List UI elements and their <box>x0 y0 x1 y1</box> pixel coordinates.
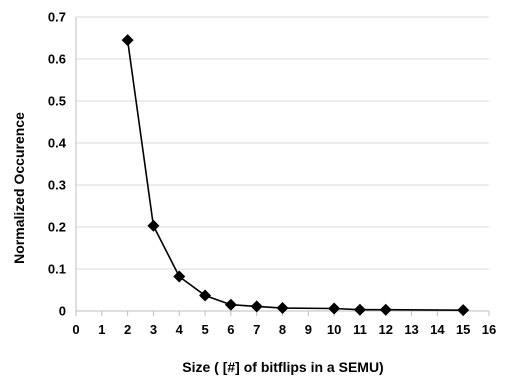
x-tick-label: 11 <box>353 322 367 337</box>
series-line <box>126 39 464 311</box>
x-tick-label: 3 <box>150 322 157 337</box>
x-tick-label: 4 <box>176 322 184 337</box>
x-tick-label: 2 <box>124 322 131 337</box>
x-tick-label: 13 <box>404 322 418 337</box>
data-point-marker <box>224 298 237 311</box>
y-axis-title: Normalized Occurence <box>11 112 27 264</box>
y-tick-label: 0.6 <box>48 52 66 67</box>
data-point-marker <box>353 303 366 316</box>
data-point-marker <box>457 304 470 317</box>
x-tick-label: 9 <box>305 322 312 337</box>
x-tick-label: 12 <box>379 322 393 337</box>
y-tick-label: 0 <box>59 304 66 319</box>
y-tick-label: 0.7 <box>48 10 66 25</box>
data-series <box>121 34 470 317</box>
axes <box>75 17 490 316</box>
data-point-marker <box>379 303 392 316</box>
data-point-marker <box>147 219 160 232</box>
y-tick-label: 0.2 <box>48 220 66 235</box>
y-tick-label: 0.5 <box>48 94 66 109</box>
y-tick-labels: 0 0.1 0.2 0.3 0.4 0.5 0.6 0.7 <box>48 10 67 319</box>
x-tick-label: 6 <box>227 322 234 337</box>
data-point-marker <box>199 289 212 302</box>
x-tick-label: 7 <box>253 322 260 337</box>
x-tick-label: 1 <box>98 322 105 337</box>
y-tick-label: 0.3 <box>48 178 66 193</box>
x-tick-labels: 0 1 2 3 4 5 6 7 8 9 10 11 12 13 14 15 16 <box>72 322 496 337</box>
x-tick-label: 8 <box>279 322 286 337</box>
x-tick-label: 14 <box>430 322 445 337</box>
gridlines <box>76 16 489 270</box>
x-axis-title: Size ( [#] of bitflips in a SEMU) <box>182 359 383 375</box>
data-point-marker <box>173 270 186 283</box>
y-tick-label: 0.4 <box>48 136 67 151</box>
x-tick-label: 16 <box>482 322 496 337</box>
x-tick-label: 0 <box>72 322 79 337</box>
x-tick-label: 5 <box>201 322 208 337</box>
x-tick-label: 15 <box>456 322 470 337</box>
data-point-marker <box>276 302 289 315</box>
data-point-marker <box>250 300 263 313</box>
y-tick-label: 0.1 <box>48 262 66 277</box>
data-point-marker <box>121 34 134 47</box>
data-point-marker <box>328 302 341 315</box>
x-tick-label: 10 <box>327 322 341 337</box>
